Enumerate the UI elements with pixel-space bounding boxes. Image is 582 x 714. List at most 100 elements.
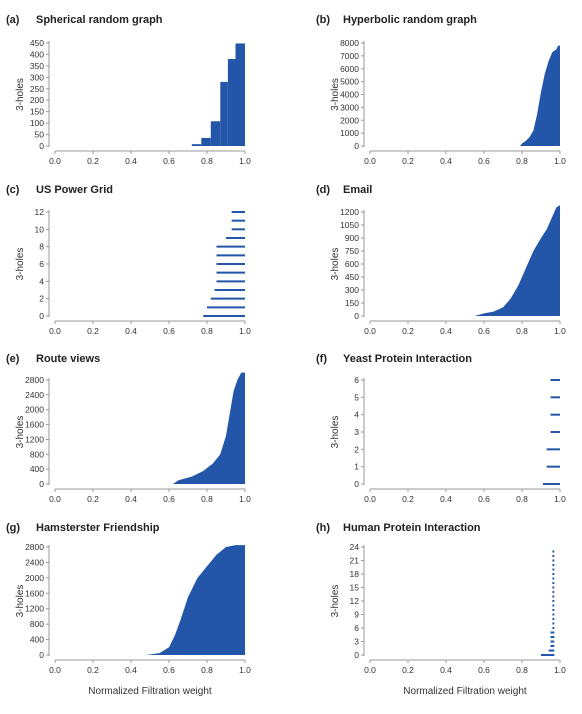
y-axis-label: 3-holes <box>15 416 26 449</box>
histogram-bar <box>227 59 236 147</box>
chart-title: Spherical random graph <box>36 14 163 26</box>
y-tick-label: 2800 <box>25 375 44 385</box>
y-tick-label: 2800 <box>25 542 44 552</box>
x-axis-label: Normalized Filtration weight <box>88 686 212 697</box>
x-tick-label: 1.0 <box>239 156 251 166</box>
y-tick-label: 10 <box>35 224 45 234</box>
x-tick-label: 0.2 <box>87 665 99 675</box>
x-tick-label: 0.4 <box>125 665 137 675</box>
x-tick-label: 1.0 <box>554 665 566 675</box>
y-tick-label: 2 <box>39 294 44 304</box>
y-tick-label: 2400 <box>25 557 44 567</box>
x-tick-label: 0.0 <box>49 665 61 675</box>
x-tick-label: 0.6 <box>478 156 490 166</box>
x-tick-label: 0.0 <box>49 494 61 504</box>
x-tick-label: 1.0 <box>239 665 251 675</box>
x-tick-label: 0.0 <box>364 665 376 675</box>
y-tick-label: 3000 <box>340 102 359 112</box>
area-series <box>520 45 560 147</box>
x-tick-label: 0.2 <box>87 494 99 504</box>
area-series <box>474 205 560 316</box>
x-tick-label: 0.8 <box>516 494 528 504</box>
y-axis-label: 3-holes <box>15 585 26 618</box>
y-tick-label: 250 <box>30 84 44 94</box>
y-tick-label: 2400 <box>25 390 44 400</box>
y-tick-label: 350 <box>30 61 44 71</box>
x-tick-label: 0.8 <box>201 494 213 504</box>
y-tick-label: 1200 <box>25 434 44 444</box>
y-tick-label: 1200 <box>340 207 359 217</box>
y-tick-label: 800 <box>30 449 44 459</box>
y-tick-label: 6 <box>39 259 44 269</box>
y-tick-label: 1000 <box>340 128 359 138</box>
chart-title: US Power Grid <box>36 184 113 196</box>
y-tick-label: 450 <box>30 38 44 48</box>
x-tick-label: 0.2 <box>402 665 414 675</box>
x-tick-label: 0.6 <box>163 665 175 675</box>
x-tick-label: 0.4 <box>125 156 137 166</box>
y-tick-label: 900 <box>345 233 359 243</box>
y-tick-label: 12 <box>350 596 360 606</box>
x-tick-label: 0.2 <box>87 326 99 336</box>
x-tick-label: 0.8 <box>201 326 213 336</box>
chart-title: Route views <box>36 353 100 365</box>
y-tick-label: 100 <box>30 118 44 128</box>
y-tick-label: 6 <box>354 623 359 633</box>
panel-label: (a) <box>6 14 20 26</box>
y-axis-label: 3-holes <box>15 248 26 281</box>
x-tick-label: 0.4 <box>440 494 452 504</box>
y-tick-label: 600 <box>345 259 359 269</box>
panel-label: (f) <box>316 353 327 365</box>
x-tick-label: 0.0 <box>364 326 376 336</box>
y-tick-label: 5000 <box>340 77 359 87</box>
y-tick-label: 1 <box>354 462 359 472</box>
y-tick-label: 5 <box>354 392 359 402</box>
chart-panel-2: (b) Hyperbolic random graph 3-holes 0 1000 20… <box>316 14 566 166</box>
y-tick-label: 300 <box>345 285 359 295</box>
x-tick-label: 0.8 <box>516 326 528 336</box>
y-tick-label: 50 <box>35 130 45 140</box>
chart-title: Human Protein Interaction <box>343 522 481 534</box>
panel-label: (e) <box>6 353 20 365</box>
x-tick-label: 0.6 <box>163 326 175 336</box>
panel-label: (h) <box>316 522 330 534</box>
y-tick-label: 3 <box>354 637 359 647</box>
y-tick-label: 6 <box>354 375 359 385</box>
x-tick-label: 0.4 <box>440 156 452 166</box>
y-tick-label: 0 <box>39 311 44 321</box>
y-tick-label: 15 <box>350 583 360 593</box>
area-series <box>172 372 245 484</box>
x-tick-label: 0.2 <box>87 156 99 166</box>
x-tick-label: 0.6 <box>478 326 490 336</box>
y-tick-label: 0 <box>39 141 44 151</box>
chart-panel-5: (e) Route views 3-holes 0 400 800 1200 1600 2000… <box>6 353 251 504</box>
x-tick-label: 0.6 <box>163 156 175 166</box>
panel-label: (b) <box>316 14 330 26</box>
y-tick-label: 8 <box>39 242 44 252</box>
x-tick-label: 0.0 <box>364 494 376 504</box>
x-tick-label: 0.6 <box>478 494 490 504</box>
histogram-bar <box>235 43 245 146</box>
y-tick-label: 400 <box>30 464 44 474</box>
y-tick-label: 18 <box>350 569 360 579</box>
y-tick-label: 0 <box>354 141 359 151</box>
x-tick-label: 1.0 <box>239 326 251 336</box>
x-tick-label: 0.0 <box>49 326 61 336</box>
x-tick-label: 0.0 <box>49 156 61 166</box>
y-axis-label: 3-holes <box>330 248 341 281</box>
y-tick-label: 2000 <box>25 573 44 583</box>
y-tick-label: 0 <box>39 650 44 660</box>
x-tick-label: 0.8 <box>516 156 528 166</box>
x-tick-label: 0.8 <box>516 665 528 675</box>
x-tick-label: 0.4 <box>440 665 452 675</box>
y-tick-label: 4 <box>39 276 44 286</box>
y-tick-label: 9 <box>354 610 359 620</box>
y-tick-label: 1600 <box>25 588 44 598</box>
chart-panel-4: (d) Email 3-holes 0 150 300 450 600 750 900 1050 12… <box>316 184 566 336</box>
histogram-bar <box>191 144 202 146</box>
x-tick-label: 0.2 <box>402 326 414 336</box>
y-tick-label: 6000 <box>340 64 359 74</box>
y-tick-label: 1600 <box>25 420 44 430</box>
histogram-bar <box>220 81 228 146</box>
x-tick-label: 0.0 <box>364 156 376 166</box>
